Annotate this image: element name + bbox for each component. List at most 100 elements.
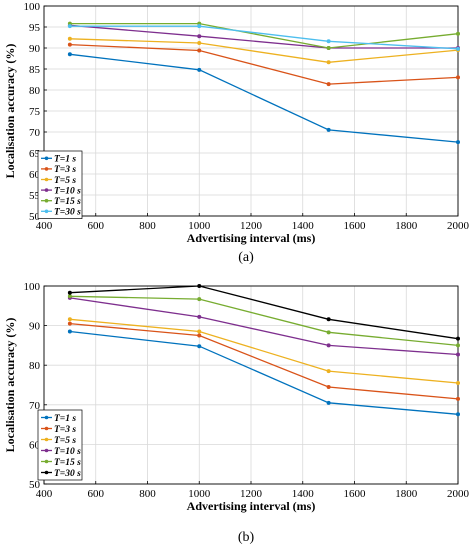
chart-2-series-1-point [67,329,72,334]
chart-1-series-3-point [197,40,202,45]
chart-1-series-line-1 [69,53,459,143]
chart-2-legend-marker [44,437,49,442]
chart-2-legend-marker [44,415,49,420]
chart-2-series-4-point [456,352,460,357]
chart-2-series-1-point [197,344,202,349]
chart-1-legend-label: T=30 s [54,208,81,218]
chart-2-series-5-point [67,294,72,299]
chart-1-legend-marker [44,177,49,182]
chart-1-series-1-point [456,140,460,145]
chart-1-y-tick-label: 100 [24,1,41,13]
chart-2-legend-label: T=3 s [54,425,76,435]
chart-1-series-1-point [67,52,72,57]
chart-1-x-tick-label: 1600 [344,220,367,232]
chart-2-legend-marker [44,426,49,431]
chart-2-series-3-point [456,381,460,386]
chart-1-y-tick-label: 50 [29,211,41,223]
chart-1-legend-marker [44,156,49,161]
chart-2-legend-marker [44,470,49,475]
chart-1-y-tick-label: 70 [29,127,41,139]
chart-1-series-6-point [67,24,72,29]
chart-1-series-6-point [326,39,331,44]
chart-1: 400 600 800 1000 1200 1400 1600 1800 2000 50 55 60 6… [3,1,470,265]
chart-1-legend-marker [44,188,49,192]
chart-2-legend-label: T=10 s [54,447,81,457]
chart-2-x-tick-label: 400 [36,488,53,500]
chart-2-series-3-point [67,317,72,322]
chart-1-legend-marker [44,209,49,214]
chart-1-y-tick-label: 60 [29,169,41,181]
chart-2-series-3-point [326,369,331,374]
chart-2-series-5-point [326,330,331,335]
chart-2-legend-label: T=30 s [54,469,81,479]
chart-2-series-1-point [326,400,331,405]
chart-1-x-axis-title: Advertising interval (ms) [187,231,316,245]
chart-2-series-5-point [456,343,460,348]
chart-2-x-tick-label: 1200 [240,488,263,500]
chart-2-x-tick-label: 1600 [344,488,367,500]
chart-1-x-tick-label: 1400 [292,220,315,232]
chart-2-x-tick-label: 600 [88,488,105,500]
chart-2-x-tick-label: 1400 [292,488,315,500]
chart-2-legend-label: T=5 s [54,436,76,446]
chart-1-legend-label: T=1 s [54,155,76,165]
chart-1-x-tick-label: 1800 [395,220,418,232]
chart-1-y-tick-label: 85 [29,64,41,76]
chart-1-series-2-point [456,75,460,80]
chart-2-y-tick-label: 100 [24,281,41,293]
chart-1-series-6-point [456,46,460,51]
chart-1-series-5-point [456,31,460,36]
chart-1-series-3-point [326,60,331,65]
chart-1-series-line-5 [69,22,459,49]
chart-1-legend-marker [44,198,49,203]
chart-1-x-tick-label: 2000 [447,220,470,232]
chart-2-series-6-point [456,336,460,341]
chart-1-y-tick-label: 95 [29,22,41,34]
chart-2-y-tick-label: 60 [29,439,41,451]
chart-2-series-4-point [326,343,331,348]
chart-1-legend-label: T=15 s [54,197,81,207]
chart-2-x-tick-label: 1000 [188,488,211,500]
chart-1-legend-label: T=5 s [54,176,76,186]
chart-2-series-2-point [197,333,202,338]
chart-2: 400 600 800 1000 1200 1400 1600 1800 2000 50 60 70 8… [3,281,470,545]
chart-2-series-6-point [197,284,202,288]
chart-2-x-tick-label: 1800 [395,488,418,500]
chart-2-y-axis-title: Localisation accuracy (%) [3,318,17,453]
chart-1-series-1-point [326,127,331,132]
chart-2-y-tick-label: 70 [29,400,41,412]
chart-1-series-3-point [67,36,72,41]
chart-2-legend-label: T=15 s [54,458,81,468]
chart-2-series-line-4 [69,297,459,356]
chart-1-x-tick-label: 600 [88,220,105,232]
chart-1-series-line-4 [69,24,458,49]
chart-1-legend-label: T=3 s [54,165,76,175]
chart-2-legend-marker [44,459,49,464]
chart-1-x-tick-label: 800 [139,220,156,232]
chart-1-y-tick-label: 75 [29,106,41,118]
chart-2-series-4-point [197,314,202,319]
chart-1-x-tick-label: 1200 [240,220,263,232]
chart-1-series-1-point [197,67,202,72]
chart-1-series-4-point [197,34,202,39]
chart-1-series-2-point [326,82,331,87]
chart-2-series-line-5 [69,295,459,347]
chart-1-series-line-3 [69,38,459,63]
chart-2-series-2-point [456,396,460,401]
chart-1-legend-label: T=10 s [54,186,81,196]
chart-2-x-axis-title: Advertising interval (ms) [187,499,316,513]
chart-1-legend-marker [44,167,49,171]
chart-2-y-tick-label: 50 [29,479,41,491]
chart-2-series-line-1 [69,330,459,415]
chart-2-legend-box [37,409,83,481]
chart-2-series-1-point [456,412,460,417]
chart-1-panel-label: (a) [238,250,254,265]
chart-2-panel-label: (b) [238,530,255,545]
chart-1-y-tick-label: 65 [29,148,41,160]
chart-2-series-6-point [67,290,72,295]
chart-2-series-6-point [326,317,331,322]
chart-2-series-3-point [197,329,202,334]
chart-1-series-line-2 [69,43,459,85]
chart-2-series-line-2 [69,322,459,400]
